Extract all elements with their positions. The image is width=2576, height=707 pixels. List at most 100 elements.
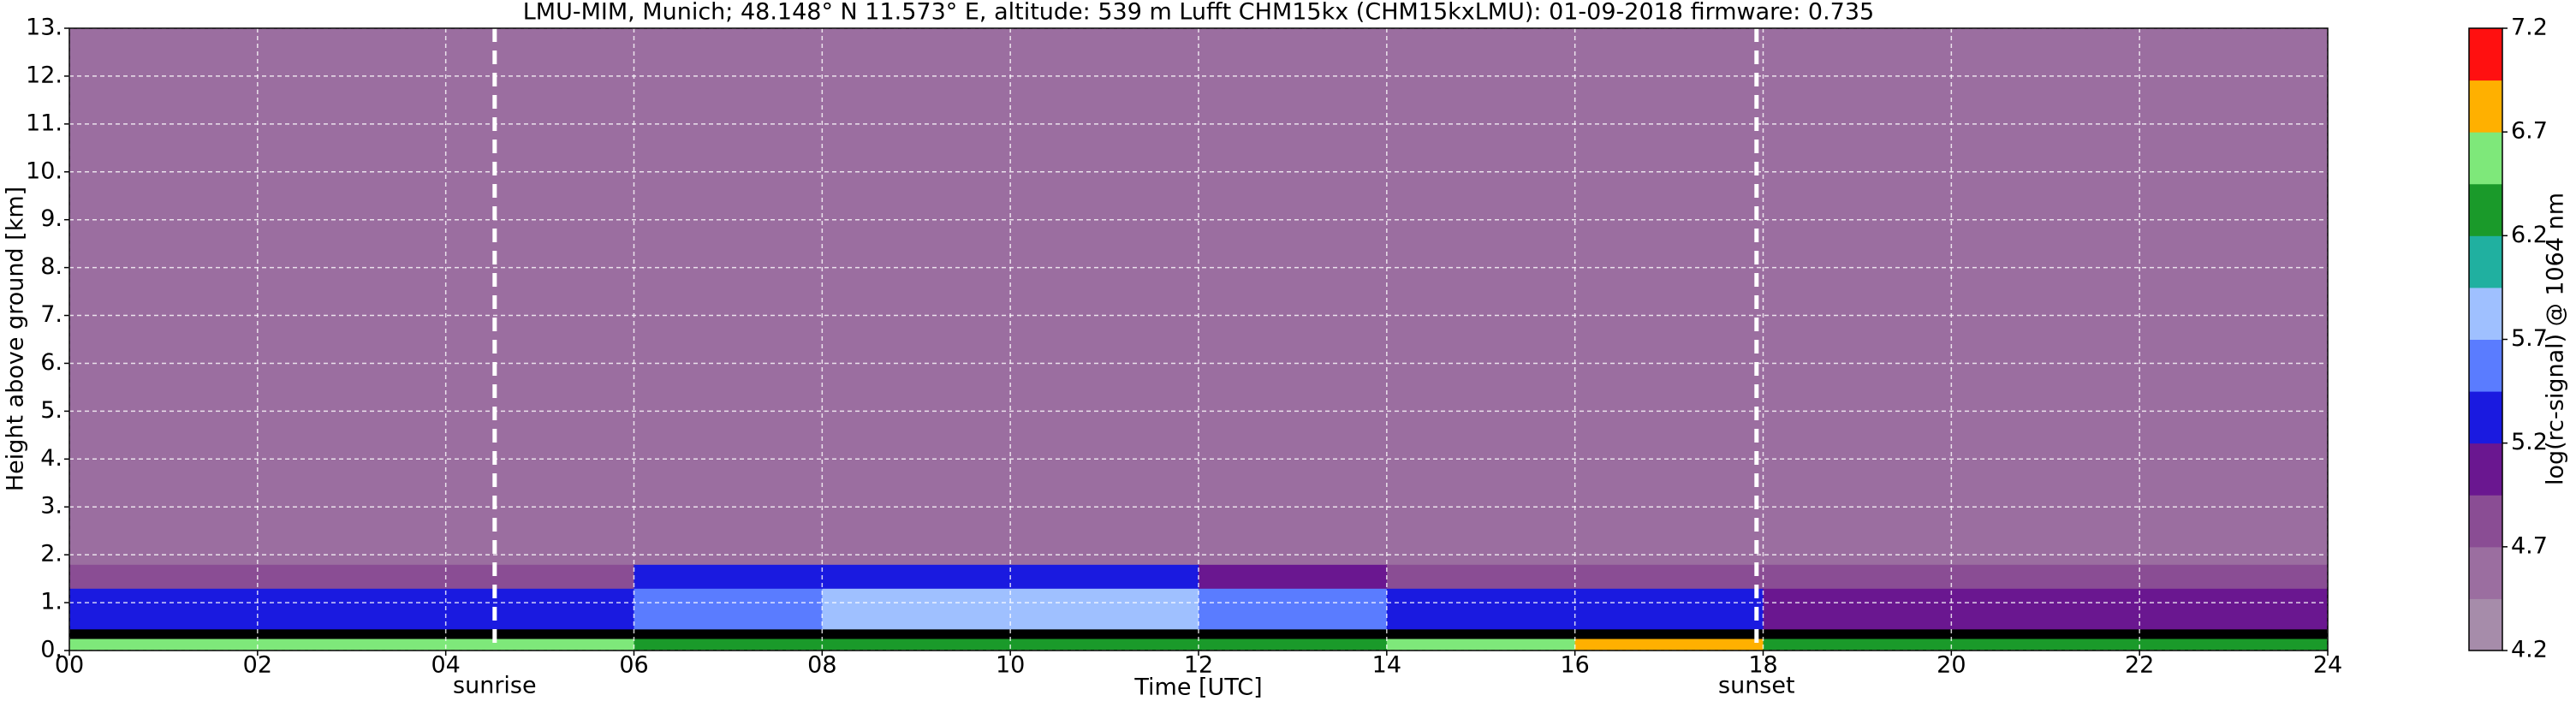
colorbar-segment xyxy=(2469,391,2502,444)
colorbar-segment xyxy=(2469,546,2502,599)
heatmap-cell xyxy=(634,28,823,565)
x-tick-label: 04 xyxy=(431,652,460,679)
heatmap-cell xyxy=(445,639,634,651)
y-tick-label: 10. xyxy=(26,157,62,184)
colorbar-tick-label: 4.2 xyxy=(2511,637,2548,663)
y-tick-label: 7. xyxy=(40,301,62,328)
heatmap-cell xyxy=(1951,639,2140,651)
heatmap-cell xyxy=(445,28,634,565)
heatmap-cell xyxy=(445,628,634,639)
y-tick-label: 12. xyxy=(26,62,62,88)
chart-title: LMU-MIM, Munich; 48.148° N 11.573° E, al… xyxy=(523,0,1874,26)
x-tick-label: 06 xyxy=(619,652,648,679)
heatmap-cell xyxy=(445,588,634,630)
heatmap-cell xyxy=(1574,28,1764,565)
heatmap-cell xyxy=(2139,639,2329,651)
heatmap-cell xyxy=(69,28,259,565)
heatmap-cell xyxy=(1574,628,1764,639)
heatmap-cell xyxy=(1010,28,1199,565)
heatmap-cell xyxy=(69,564,259,589)
x-tick-label: 02 xyxy=(243,652,272,679)
y-tick-label: 5. xyxy=(40,397,62,424)
heatmap-cell xyxy=(1010,639,1199,651)
heatmap-cell xyxy=(1763,28,1952,565)
heatmap-cell xyxy=(822,28,1011,565)
colorbar-segment xyxy=(2469,443,2502,496)
x-tick-label: 00 xyxy=(55,652,84,679)
heatmap-cell xyxy=(634,588,823,630)
y-tick-label: 2. xyxy=(40,541,62,567)
heatmap-cell xyxy=(1199,588,1388,630)
heatmap-cell xyxy=(1199,28,1388,565)
y-tick-label: 6. xyxy=(40,349,62,376)
heatmap-cell xyxy=(2139,628,2329,639)
colorbar-label: log(rc-signal) @ 1064 nm xyxy=(2543,193,2569,485)
colorbar-segment xyxy=(2469,80,2502,133)
heatmap-cell xyxy=(257,28,447,565)
heatmap-cell xyxy=(1763,628,1952,639)
heatmap-cell xyxy=(1763,639,1952,651)
heatmap-cell xyxy=(257,564,447,589)
heatmap-cell xyxy=(1386,588,1576,630)
heatmap-cell xyxy=(1386,28,1576,565)
colorbar-tick-label: 6.7 xyxy=(2511,118,2548,145)
colorbar-tick-label: 6.2 xyxy=(2511,222,2548,248)
heatmap-cell xyxy=(445,564,634,589)
heatmap-cell xyxy=(822,628,1011,639)
heatmap-cell xyxy=(822,639,1011,651)
colorbar-segment xyxy=(2469,287,2502,340)
heatmap-cell xyxy=(2139,28,2329,565)
heatmap-cell xyxy=(1386,639,1576,651)
x-axis-label: Time [UTC] xyxy=(1133,674,1262,701)
x-tick-label: 14 xyxy=(1372,652,1401,679)
heatmap-cell xyxy=(634,639,823,651)
heatmap-cell xyxy=(257,628,447,639)
heatmap-cell xyxy=(257,588,447,630)
colorbar-segment xyxy=(2469,495,2502,548)
y-tick-label: 13. xyxy=(26,15,62,41)
heatmap-cell xyxy=(1386,564,1576,589)
colorbar-tick-label: 4.7 xyxy=(2511,532,2548,559)
heatmap-cell xyxy=(1386,628,1576,639)
y-tick-label: 9. xyxy=(40,205,62,232)
heatmap-cell xyxy=(69,639,259,651)
x-tick-label: 20 xyxy=(1936,652,1966,679)
colorbar-segment xyxy=(2469,235,2502,288)
heatmap-cell xyxy=(1951,564,2140,589)
y-tick-label: 3. xyxy=(40,493,62,520)
heatmap-cell xyxy=(69,588,259,630)
heatmap-cell xyxy=(69,628,259,639)
heatmap-cell xyxy=(1951,588,2140,630)
x-tick-label: 22 xyxy=(2125,652,2154,679)
heatmap-cell xyxy=(257,639,447,651)
heatmap-cell xyxy=(1199,564,1388,589)
heatmap-cell xyxy=(1010,588,1199,630)
colorbar-segment xyxy=(2469,132,2502,185)
colorbar-segment xyxy=(2469,339,2502,392)
heatmap-cell xyxy=(1951,628,2140,639)
x-tick-label: 08 xyxy=(807,652,836,679)
y-tick-label: 1. xyxy=(40,589,62,615)
heatmap-cell xyxy=(634,564,823,589)
colorbar-segment xyxy=(2469,598,2502,651)
annotation-label: sunrise xyxy=(453,673,537,699)
x-tick-label: 18 xyxy=(1748,652,1777,679)
heatmap-cell xyxy=(1199,639,1388,651)
annotation-label: sunset xyxy=(1718,673,1795,699)
heatmap-cell xyxy=(1574,588,1764,630)
colorbar-segment xyxy=(2469,183,2502,236)
colorbar-tick-label: 7.2 xyxy=(2511,15,2548,41)
heatmap-cell xyxy=(634,628,823,639)
heatmap-cell xyxy=(1199,628,1388,639)
heatmap-cell xyxy=(1574,639,1764,651)
plot-frame xyxy=(68,27,2329,651)
heatmap-cell xyxy=(822,588,1011,630)
heatmap-cell xyxy=(1010,564,1199,589)
heatmap-cell xyxy=(2139,564,2329,589)
x-tick-label: 12 xyxy=(1184,652,1213,679)
x-tick-label: 10 xyxy=(996,652,1025,679)
y-tick-label: 0. xyxy=(40,637,62,663)
y-tick-label: 11. xyxy=(26,110,62,136)
colorbar-segment xyxy=(2469,28,2502,81)
